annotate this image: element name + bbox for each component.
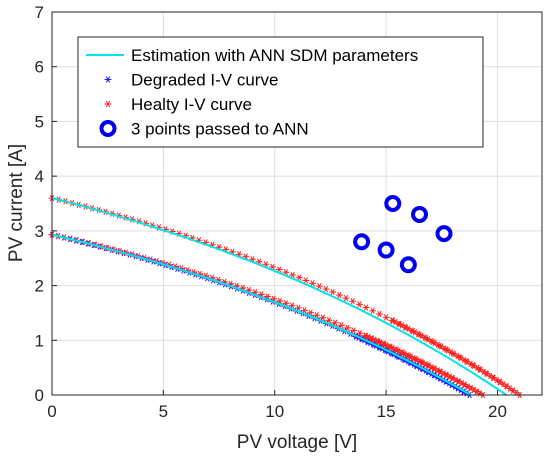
- asterisk-marker: [329, 288, 337, 296]
- y-tick-label: 1: [35, 331, 44, 350]
- ann-point: [384, 195, 402, 212]
- asterisk-marker: [362, 304, 370, 311]
- asterisk-marker: [104, 100, 112, 108]
- asterisk-marker: [344, 324, 351, 332]
- asterisk-marker: [369, 307, 377, 314]
- asterisk-marker: [342, 294, 350, 302]
- estimation-curve: [51, 233, 472, 396]
- ann-point: [353, 233, 371, 251]
- axis-ticks: 0 5 10 15 20 0 1 2 3 4 5 6 7: [35, 3, 507, 421]
- asterisk-marker: [355, 301, 363, 308]
- asterisk-marker: [315, 282, 323, 290]
- asterisk-marker: [402, 324, 410, 331]
- legend-label: Healty I-V curve: [131, 95, 252, 114]
- asterisk-marker: [382, 314, 390, 321]
- legend: Estimation with ANN SDM parameters Degrad…: [77, 36, 484, 148]
- asterisk-marker: [313, 312, 321, 319]
- series-layer: [48, 194, 524, 399]
- legend-circle-icon: [99, 120, 117, 137]
- asterisk-marker: [349, 298, 357, 305]
- y-tick-label: 6: [35, 58, 44, 77]
- plot-frame: [51, 11, 543, 396]
- y-tick-label: 2: [35, 277, 44, 296]
- asterisk-marker: [456, 354, 463, 361]
- x-tick-label: 0: [47, 402, 56, 421]
- x-tick-label: 5: [159, 402, 168, 421]
- y-tick-label: 4: [35, 167, 44, 186]
- asterisk-marker: [331, 319, 339, 326]
- asterisk-marker: [289, 271, 296, 279]
- ann-point: [399, 256, 417, 274]
- asterisk-marker: [462, 358, 470, 365]
- asterisk-marker: [319, 314, 327, 321]
- x-tick-label: 10: [265, 402, 284, 421]
- asterisk-marker: [104, 76, 112, 83]
- asterisk-marker: [322, 285, 330, 293]
- asterisk-marker: [376, 310, 383, 318]
- asterisk-marker: [309, 280, 316, 287]
- asterisk-marker: [337, 322, 345, 329]
- asterisk-marker: [295, 274, 303, 281]
- asterisk-marker: [325, 316, 333, 324]
- series-3-points-passed-to-ann: [353, 195, 453, 274]
- asterisk-marker: [335, 291, 343, 299]
- x-tick-label: 15: [377, 402, 396, 421]
- y-tick-label: 5: [35, 112, 44, 131]
- y-axis-label: PV current [A]: [6, 144, 27, 262]
- ann-point: [435, 225, 453, 243]
- asterisk-marker: [350, 327, 358, 334]
- y-tick-label: 0: [35, 386, 44, 405]
- x-axis-label: PV voltage [V]: [237, 432, 357, 453]
- legend-label: 3 points passed to ANN: [131, 120, 309, 139]
- asterisk-marker: [356, 330, 364, 337]
- legend-label: Degraded I-V curve: [131, 71, 278, 90]
- estimation-curve: [51, 197, 507, 396]
- legend-label: Estimation with ANN SDM parameters: [131, 46, 418, 65]
- asterisk-marker: [302, 277, 310, 284]
- ann-point: [411, 205, 428, 223]
- series-estimation-with-ann-sdm-parameters: [51, 197, 507, 396]
- y-tick-label: 3: [35, 222, 44, 241]
- ann-point: [377, 241, 395, 259]
- y-tick-label: 7: [35, 3, 44, 22]
- legend-box: [77, 36, 484, 148]
- x-tick-label: 20: [488, 402, 507, 421]
